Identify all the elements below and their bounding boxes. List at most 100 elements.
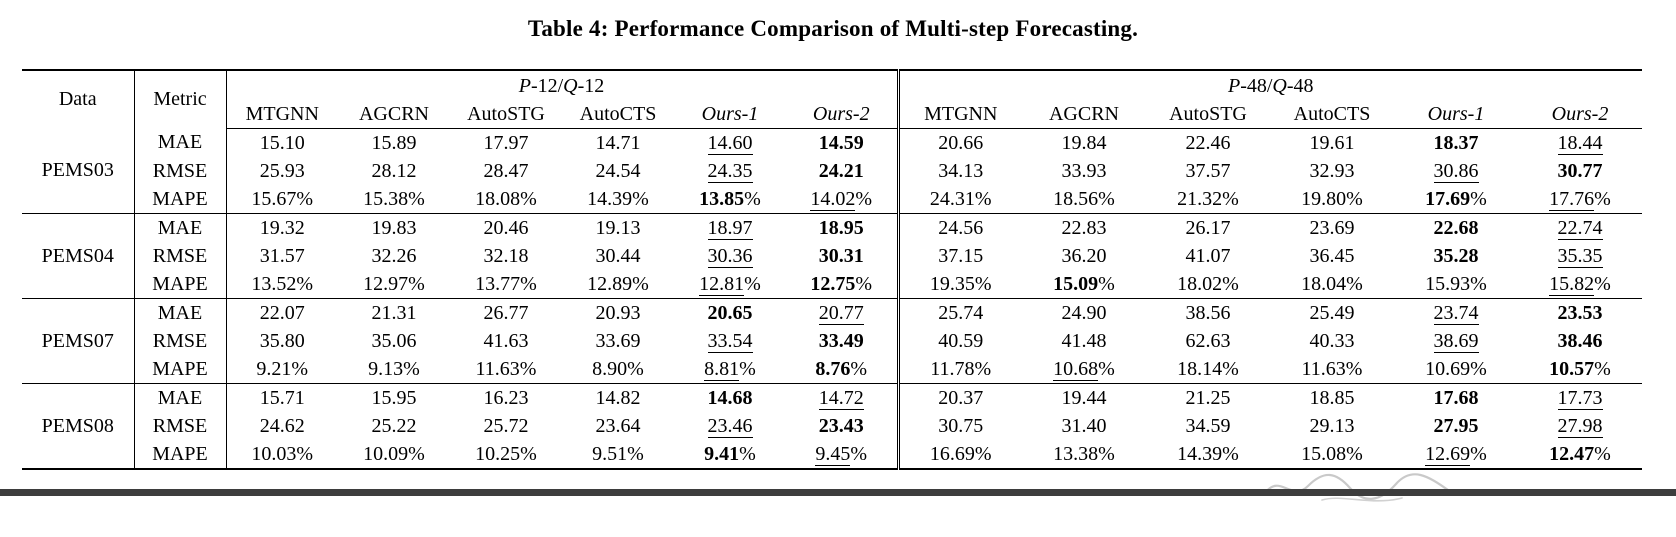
- table-row: PEMS08 MAE 15.71 15.95 16.23 14.82 14.68 14.72 2…: [22, 383, 1642, 470]
- value-cell: 20.77: [786, 298, 900, 327]
- percent-sign: %: [627, 442, 644, 465]
- value-number: 22.83: [1061, 216, 1107, 239]
- value-number: 15.08: [1301, 442, 1347, 465]
- value-cell: 27.98: [1518, 412, 1642, 440]
- value-number: 14.72: [818, 386, 864, 410]
- value-cell: 24.54: [562, 157, 674, 185]
- value-cell: 32.26: [338, 242, 450, 270]
- value-number: 33.54: [707, 329, 753, 353]
- group-header-p48q48: P-48/Q-48: [898, 70, 1642, 101]
- value-number: 15.38: [363, 187, 409, 210]
- percent-sign: %: [519, 357, 537, 380]
- value-number: 19.13: [595, 216, 641, 239]
- value-number: 10.09: [363, 442, 409, 465]
- value-cell: 20.46: [450, 214, 562, 243]
- table-row: MAPE 13.52% 12.97% 13.77% 12.89% 12.81% 12.75%…: [22, 270, 1642, 299]
- percent-sign: %: [1345, 357, 1363, 380]
- table-row: PEMS04 MAE 19.32 19.83 20.46 19.13 18.97 18.95 2…: [22, 213, 1642, 299]
- group-label-italic-part: Q: [563, 74, 578, 97]
- value-cell: 18.56%: [1022, 185, 1146, 214]
- value-cell: 22.74: [1518, 214, 1642, 243]
- value-cell: 8.90%: [562, 355, 674, 384]
- percent-sign: %: [974, 272, 992, 295]
- value-number: 37.15: [938, 244, 984, 267]
- value-number: 9.51: [592, 442, 628, 465]
- value-cell: 19.13: [562, 214, 674, 243]
- value-number: 24.56: [938, 216, 984, 239]
- value-number: 16.69: [929, 442, 975, 465]
- value-number: 15.10: [259, 131, 305, 154]
- value-cell: 35.35: [1518, 242, 1642, 270]
- value-cell: 30.86: [1394, 157, 1518, 185]
- value-cell: 14.39%: [1146, 440, 1270, 470]
- value-cell: 30.31: [786, 242, 900, 270]
- value-number: 40.33: [1309, 329, 1355, 352]
- value-cell: 17.68: [1394, 384, 1518, 413]
- value-cell: 18.08%: [450, 185, 562, 214]
- value-cell: 15.10: [226, 129, 338, 158]
- model-header-ours-2: Ours-2: [786, 101, 900, 129]
- value-cell: 8.76%: [786, 355, 900, 384]
- model-header-ours-1: Ours-1: [1394, 101, 1518, 129]
- value-cell: 19.84: [1022, 129, 1146, 158]
- value-cell: 30.44: [562, 242, 674, 270]
- value-number: 62.63: [1185, 329, 1231, 352]
- value-number: 23.69: [1309, 216, 1355, 239]
- table-header: Data Metric P-12/Q-12 P-48/Q-48 MTGNN AGCRN Au…: [22, 70, 1642, 129]
- value-cell: 37.57: [1146, 157, 1270, 185]
- value-number: 8.90: [592, 357, 628, 380]
- value-cell: 15.67%: [226, 185, 338, 214]
- value-number: 18.44: [1557, 131, 1603, 155]
- percent-sign: %: [974, 357, 992, 380]
- value-number: 17.73: [1557, 386, 1603, 410]
- value-number: 22.46: [1185, 131, 1231, 154]
- model-header-autocts: AutoCTS: [562, 101, 674, 129]
- value-number: 18.56: [1053, 187, 1099, 210]
- value-number: 41.48: [1061, 329, 1107, 352]
- value-cell: 32.18: [450, 242, 562, 270]
- value-cell: 30.77: [1518, 157, 1642, 185]
- value-cell: 37.15: [898, 242, 1022, 270]
- value-number: 20.65: [707, 301, 753, 324]
- value-number: 32.26: [371, 244, 417, 267]
- value-number: 22.68: [1433, 216, 1479, 239]
- percent-sign: %: [408, 442, 425, 465]
- value-cell: 20.37: [898, 384, 1022, 413]
- percent-sign: %: [1222, 357, 1239, 380]
- model-header-agcrn: AGCRN: [1022, 101, 1146, 129]
- value-number: 13.38: [1053, 442, 1099, 465]
- model-header-autocts: AutoCTS: [1270, 101, 1394, 129]
- value-cell: 8.81%: [674, 355, 786, 384]
- metric-label: MAPE: [134, 355, 227, 384]
- value-number: 11.78: [930, 357, 975, 380]
- value-cell: 24.31%: [898, 185, 1022, 214]
- percent-sign: %: [627, 357, 644, 380]
- percent-sign: %: [1594, 442, 1611, 465]
- value-number: 28.47: [483, 159, 529, 182]
- percent-sign: %: [296, 272, 314, 295]
- value-number: 38.46: [1557, 329, 1603, 352]
- value-number: 13.85: [699, 187, 745, 210]
- value-number: 18.85: [1309, 386, 1355, 409]
- percent-sign: %: [974, 442, 992, 465]
- value-number: 19.80: [1301, 187, 1347, 210]
- value-cell: 17.73: [1518, 384, 1642, 413]
- value-number: 10.03: [251, 442, 297, 465]
- value-number: 33.93: [1061, 159, 1107, 182]
- value-cell: 22.83: [1022, 214, 1146, 243]
- value-number: 10.57: [1549, 357, 1595, 380]
- value-cell: 18.02%: [1146, 270, 1270, 299]
- value-cell: 10.68%: [1022, 355, 1146, 384]
- percent-sign: %: [520, 442, 537, 465]
- value-number: 29.13: [1309, 414, 1355, 437]
- value-cell: 18.14%: [1146, 355, 1270, 384]
- value-number: 20.77: [818, 301, 864, 325]
- percent-sign: %: [403, 357, 420, 380]
- value-number: 18.14: [1177, 357, 1223, 380]
- value-cell: 30.75: [898, 412, 1022, 440]
- value-cell: 36.45: [1270, 242, 1394, 270]
- percent-sign: %: [1098, 357, 1115, 380]
- value-cell: 9.51%: [562, 440, 674, 470]
- percent-sign: %: [291, 357, 309, 380]
- value-cell: 13.38%: [1022, 440, 1146, 470]
